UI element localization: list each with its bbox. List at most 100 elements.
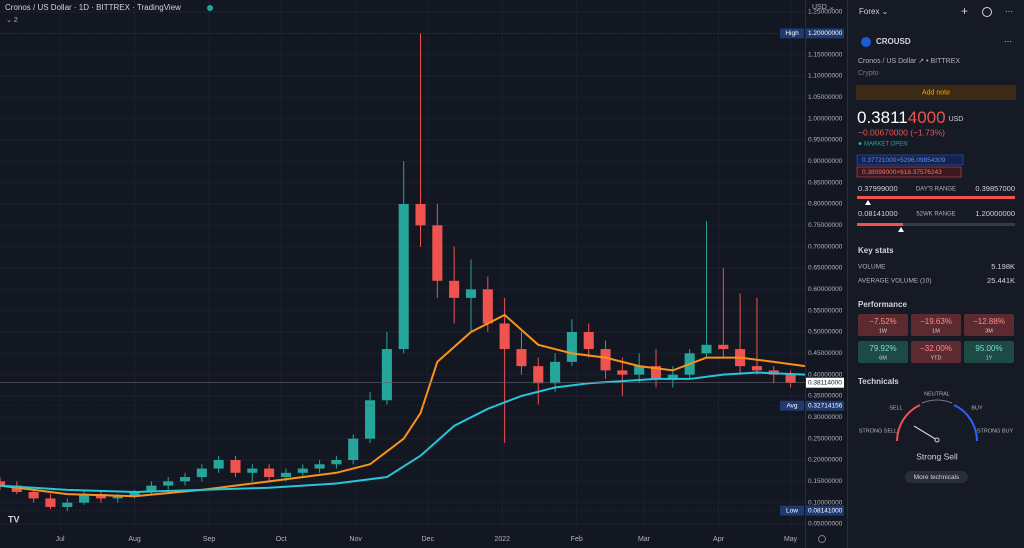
x-tick-label: Dec xyxy=(422,536,435,543)
candle-body xyxy=(465,289,477,298)
add-icon[interactable]: + xyxy=(961,4,968,18)
y-tick-label: 1.10000000 xyxy=(808,73,843,80)
wk-high: 1.20000000 xyxy=(975,209,1015,218)
gauge-strong-buy: STRONG BUY xyxy=(977,428,1014,434)
candle-body xyxy=(566,332,577,362)
settings-icon[interactable] xyxy=(818,535,826,543)
price-label-box xyxy=(806,505,844,516)
gauge-sell: SELL xyxy=(889,405,902,411)
gauge-neutral: NEUTRAL xyxy=(924,391,950,397)
y-tick-label: 0.75000000 xyxy=(808,222,843,229)
y-tick-label: 0.35000000 xyxy=(808,393,843,400)
add-note-button[interactable] xyxy=(856,85,1016,100)
y-tick-label: 0.10000000 xyxy=(808,499,843,506)
candle-body xyxy=(583,332,594,350)
candle-body xyxy=(650,366,662,379)
candle-body xyxy=(331,460,342,465)
price-tag: Avg xyxy=(786,402,797,409)
symbol: Cronos / US Dollar xyxy=(5,3,72,12)
x-tick-label: May xyxy=(784,536,798,543)
performance-tile xyxy=(964,341,1014,363)
indicator-count: 2 xyxy=(14,17,18,24)
candle-body xyxy=(264,468,275,478)
wk-range-label: 52WK RANGE xyxy=(916,212,955,218)
x-tick-label: Apr xyxy=(713,536,725,543)
gauge-strong-sell: STRONG SELL xyxy=(859,428,898,434)
y-tick-label: 0.40000000 xyxy=(808,371,843,378)
more-icon[interactable]: ⋯ xyxy=(1005,7,1013,16)
performance-period: 1Y xyxy=(986,355,993,361)
separator: ↗ • xyxy=(916,58,930,65)
avg-volume-label: AVERAGE VOLUME (10) xyxy=(858,278,932,285)
x-tick-label: Aug xyxy=(128,536,141,543)
wk-range-fill xyxy=(857,223,903,226)
interval: 1D xyxy=(79,3,89,12)
candle-body xyxy=(398,204,409,350)
candle-body xyxy=(600,349,611,371)
coin-icon xyxy=(861,37,871,47)
x-tick-label: Nov xyxy=(349,536,362,543)
key-stats-title: Key stats xyxy=(858,246,894,255)
separator: · xyxy=(89,3,96,12)
candle-body xyxy=(785,374,796,383)
clock-icon[interactable] xyxy=(982,7,992,17)
category: Crypto xyxy=(858,70,879,77)
performance-title: Performance xyxy=(858,300,907,309)
x-tick-label: Jul xyxy=(56,536,65,543)
candle-body xyxy=(751,366,762,371)
y-tick-label: 0.55000000 xyxy=(808,307,843,314)
y-tick-label: 1.15000000 xyxy=(808,51,843,58)
side-panel xyxy=(848,0,1024,548)
indicator-toggle[interactable]: ⌄ 2 xyxy=(6,17,18,24)
more-technicals-button[interactable] xyxy=(905,471,968,483)
performance-tile xyxy=(858,314,908,336)
performance-value: 79.92% xyxy=(869,344,896,353)
more-icon[interactable]: ⋯ xyxy=(1004,37,1012,46)
ask-box xyxy=(856,166,962,178)
price-tail: 4000 xyxy=(908,108,946,127)
price-currency: USD xyxy=(949,116,964,123)
separator: · xyxy=(130,3,137,12)
y-tick-label: 0.05000000 xyxy=(808,521,843,528)
y-tick-label: 0.25000000 xyxy=(808,435,843,442)
chart-header: Cronos / US Dollar · 1D · BITTREX · Trad… xyxy=(5,3,181,12)
performance-tile xyxy=(911,314,961,336)
performance-value: −12.88% xyxy=(973,317,1005,326)
price-tag: Low xyxy=(786,507,798,514)
watchlist: Forex xyxy=(859,7,879,16)
add-note-label: Add note xyxy=(922,89,950,96)
performance-period: 3M xyxy=(985,328,993,334)
y-tick-label: 0.15000000 xyxy=(808,478,843,485)
performance-tile xyxy=(964,314,1014,336)
candle-body xyxy=(314,464,325,469)
candle-body xyxy=(95,494,106,499)
price-main: 0.3811 xyxy=(857,108,908,127)
price-label-box xyxy=(806,400,844,411)
moving-average xyxy=(0,371,806,494)
y-tick-label: 1.05000000 xyxy=(808,94,843,101)
y-tick-label: 0.20000000 xyxy=(808,457,843,464)
performance-value: −19.63% xyxy=(920,317,952,326)
candle-body xyxy=(11,485,22,492)
currency-menu[interactable]: USD ⌄ xyxy=(812,4,835,11)
performance-period: 6M xyxy=(879,355,887,361)
y-tick-label: 1.25000000 xyxy=(808,9,843,16)
wk-range-bar xyxy=(857,223,1015,226)
instrument-line: Cronos / US Dollar ↗ • BITTREX xyxy=(858,58,960,65)
chart-area: 0.05000000 0.10000000 0.15000000 0.20000000… xyxy=(0,0,844,548)
price-change: −0.00670000 (−1.73%) xyxy=(858,127,945,137)
technical-rating: Strong Sell xyxy=(916,451,958,461)
performance-period: YTD xyxy=(931,355,942,361)
x-tick-label: Oct xyxy=(276,536,287,543)
performance-value: −32.00% xyxy=(920,344,952,353)
status-dot xyxy=(207,5,213,11)
price-tag-box xyxy=(780,400,804,411)
price-tag: High xyxy=(785,30,799,37)
candle-body xyxy=(415,204,426,226)
technicals-title: Technicals xyxy=(858,377,899,386)
gauge-pivot xyxy=(934,437,940,443)
x-tick-label: Sep xyxy=(203,536,216,543)
watchlist-menu[interactable]: Forex ⌄ xyxy=(859,7,888,16)
ticker: CROUSD xyxy=(876,37,911,46)
